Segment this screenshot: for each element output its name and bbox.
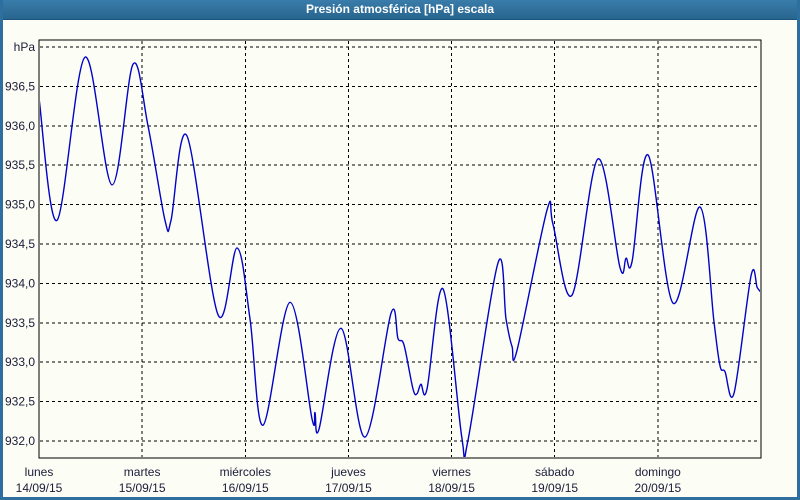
title-bar: Presión atmosférica [hPa] escala bbox=[3, 0, 797, 20]
x-day-label: sábado bbox=[535, 465, 575, 479]
y-tick-label: 933,5 bbox=[5, 316, 35, 330]
x-date-label: 20/09/15 bbox=[634, 481, 681, 495]
y-tick-label: 934,0 bbox=[5, 276, 35, 290]
x-axis-labels: lunes 14/09/15 martes 15/09/15 miércoles 16/0… bbox=[16, 465, 682, 495]
x-date-label: 19/09/15 bbox=[531, 481, 578, 495]
pressure-chart: hPa 936,5 936,0 935,5 935,0 934,5 934,0 933,5 93… bbox=[5, 39, 762, 495]
y-gridlines bbox=[40, 46, 760, 442]
x-date-label: 18/09/15 bbox=[428, 481, 475, 495]
y-tick-label: 932,0 bbox=[5, 434, 35, 448]
chart-title: Presión atmosférica [hPa] escala bbox=[305, 2, 495, 16]
y-tick-label: 935,0 bbox=[5, 198, 35, 212]
y-axis-labels: hPa 936,5 936,0 935,5 935,0 934,5 934,0 933,5 93… bbox=[5, 40, 35, 448]
x-day-label: martes bbox=[124, 465, 161, 479]
x-day-label: jueves bbox=[330, 465, 366, 479]
y-tick-label: 936,5 bbox=[5, 79, 35, 93]
x-day-label: lunes bbox=[25, 465, 54, 479]
y-tick-label: 933,0 bbox=[5, 355, 35, 369]
chart-area: hPa 936,5 936,0 935,5 935,0 934,5 934,0 933,5 93… bbox=[3, 20, 797, 497]
x-day-label: domingo bbox=[635, 465, 681, 479]
y-tick-label: 935,5 bbox=[5, 158, 35, 172]
y-tick-label: 936,0 bbox=[5, 119, 35, 133]
x-date-label: 17/09/15 bbox=[325, 481, 372, 495]
x-date-label: 14/09/15 bbox=[16, 481, 63, 495]
x-day-label: viernes bbox=[432, 465, 471, 479]
y-unit-label: hPa bbox=[14, 40, 36, 54]
y-tick-label: 934,5 bbox=[5, 237, 35, 251]
x-date-label: 16/09/15 bbox=[222, 481, 269, 495]
x-gridlines bbox=[141, 41, 659, 457]
y-tick-label: 932,5 bbox=[5, 395, 35, 409]
x-date-label: 15/09/15 bbox=[119, 481, 166, 495]
plot-border bbox=[38, 39, 762, 459]
pressure-line bbox=[40, 56, 760, 457]
x-day-label: miércoles bbox=[220, 465, 271, 479]
